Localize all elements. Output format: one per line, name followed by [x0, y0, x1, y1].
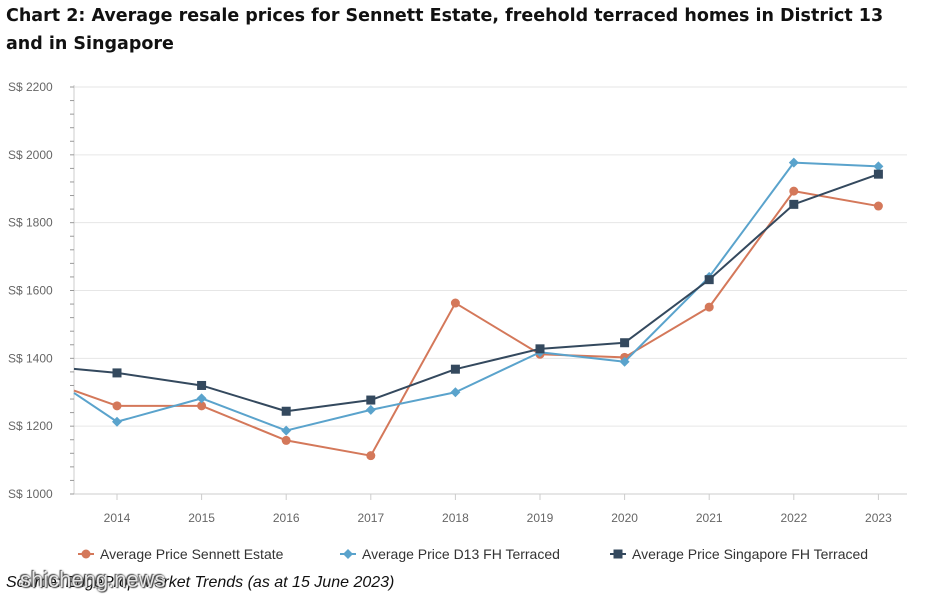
data-point-diamond — [788, 157, 799, 168]
series-lines — [73, 157, 884, 461]
axes: S$ 1000 S$ 1200 S$ 1400 S$ 1600 S$ 1800 S$ 20… — [8, 80, 907, 525]
series-line — [73, 190, 879, 457]
y-tick-label: S$ 1800 — [8, 216, 53, 230]
x-tick-label: 2017 — [357, 511, 384, 525]
legend: Average Price Sennett Estate Average Pric… — [78, 546, 868, 562]
data-point-square — [620, 338, 630, 348]
data-point-square — [281, 406, 291, 416]
data-point-circle — [366, 451, 376, 461]
x-tick-label: 2023 — [865, 511, 892, 525]
legend-item-2: Average Price Singapore FH Terraced — [610, 546, 868, 562]
x-tick-label: 2015 — [188, 511, 215, 525]
data-point-diamond — [281, 425, 292, 436]
x-tick-label: 2021 — [696, 511, 723, 525]
series-2 — [73, 169, 883, 416]
x-tick-label: 2018 — [442, 511, 469, 525]
data-point-square — [873, 169, 883, 179]
x-tick-label: 2014 — [104, 511, 131, 525]
legend-label: Average Price Sennett Estate — [100, 546, 284, 562]
legend-label: Average Price Singapore FH Terraced — [632, 546, 868, 562]
data-point-square — [197, 380, 207, 390]
data-point-circle — [197, 401, 207, 411]
y-tick-label: S$ 1000 — [8, 487, 53, 501]
x-tick-label: 2016 — [273, 511, 300, 525]
data-point-circle — [873, 201, 883, 211]
data-point-square — [366, 395, 376, 405]
data-point-circle — [112, 401, 122, 411]
series-1 — [73, 157, 884, 436]
y-tick-label: S$ 1400 — [8, 351, 53, 365]
y-tick-label: S$ 2200 — [8, 80, 53, 94]
data-point-square — [789, 199, 799, 209]
y-tick-label: S$ 1200 — [8, 419, 53, 433]
data-point-square — [112, 368, 122, 378]
x-tick-label: 2020 — [611, 511, 638, 525]
data-point-square — [450, 364, 460, 374]
watermark: shicheng.news — [20, 567, 166, 592]
data-point-diamond — [365, 404, 376, 415]
data-point-circle — [81, 549, 91, 559]
data-point-circle — [789, 186, 799, 196]
data-point-circle — [450, 298, 460, 308]
y-tick-label: S$ 2000 — [8, 148, 53, 162]
data-point-circle — [281, 435, 291, 445]
data-point-diamond — [112, 416, 122, 427]
y-tick-label: S$ 1600 — [8, 284, 53, 298]
data-point-diamond — [619, 356, 630, 367]
series-line — [73, 161, 879, 432]
x-tick-label: 2019 — [527, 511, 554, 525]
data-point-square — [535, 344, 545, 354]
legend-item-0: Average Price Sennett Estate — [78, 546, 284, 562]
chart-title: Chart 2: Average resale prices for Senne… — [6, 6, 884, 54]
source-note: Source: EdgeProp Market Trends (as at 15… — [6, 574, 395, 591]
series-0 — [73, 186, 883, 461]
legend-label: Average Price D13 FH Terraced — [362, 546, 560, 562]
data-point-square — [704, 275, 714, 285]
data-point-diamond — [196, 393, 207, 404]
x-tick-label: 2022 — [780, 511, 807, 525]
data-point-circle — [704, 302, 714, 312]
grid-lines — [74, 86, 907, 427]
data-point-square — [613, 549, 623, 559]
legend-item-1: Average Price D13 FH Terraced — [340, 546, 560, 562]
data-point-diamond — [450, 387, 461, 398]
data-point-diamond — [873, 161, 884, 172]
data-point-diamond — [343, 549, 353, 559]
